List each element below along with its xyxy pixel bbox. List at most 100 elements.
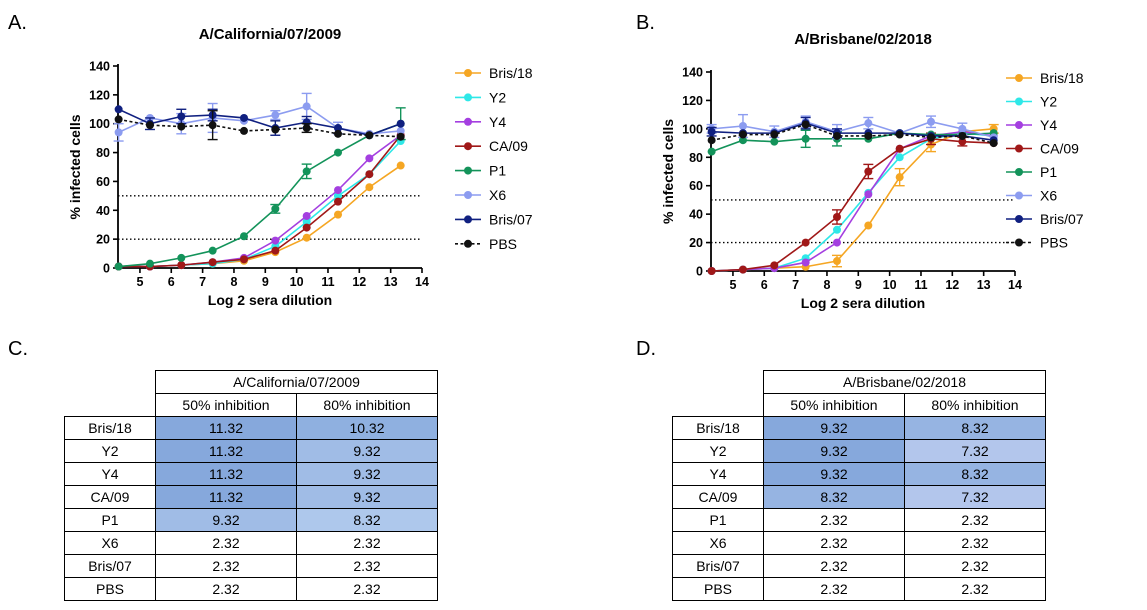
- x-tick-label: 14: [415, 275, 429, 289]
- data-point: [927, 133, 936, 142]
- table-row: X6 2.32 2.32: [672, 531, 1046, 555]
- series-line: [118, 118, 401, 138]
- data-point: [895, 153, 904, 162]
- legend-swatch-marker: [464, 142, 472, 151]
- series-line: [711, 123, 994, 144]
- cell-80-inhibition: 10.32: [296, 416, 438, 440]
- table-row: PBS 2.32 2.32: [64, 577, 438, 601]
- row-label: Bris/07: [64, 554, 156, 578]
- legend-swatch-marker: [464, 117, 472, 126]
- series-line: [711, 132, 994, 272]
- data-point: [365, 170, 374, 179]
- data-point: [396, 126, 405, 135]
- table-row: Bris/07 2.32 2.32: [672, 554, 1046, 578]
- legend-swatch-marker: [1015, 238, 1023, 247]
- series-line: [118, 105, 401, 135]
- column-header-80: 80% inhibition: [904, 393, 1046, 417]
- data-point: [302, 167, 311, 176]
- data-point: [271, 111, 280, 120]
- y-tick-label: 80: [96, 146, 110, 160]
- x-tick-label: 11: [321, 275, 334, 289]
- legend-label: PBS: [1040, 235, 1068, 251]
- series-line: [118, 164, 402, 268]
- x-tick-label: 12: [352, 275, 366, 289]
- cell-80-inhibition: 2.32: [904, 554, 1046, 578]
- legend-swatch-marker: [1015, 191, 1023, 200]
- table-subheader-row: 50% inhibition 80% inhibition: [673, 393, 1046, 417]
- series-line: [118, 108, 401, 137]
- data-point: [738, 265, 747, 274]
- chart-title: A/Brisbane/02/2018: [794, 31, 932, 48]
- data-point: [832, 225, 841, 234]
- legend-label: Bris/07: [1040, 211, 1084, 227]
- series-line: [118, 122, 401, 268]
- legend-swatch-marker: [464, 69, 472, 77]
- legend-label: Y2: [1040, 94, 1057, 110]
- legend-swatch-marker: [1015, 215, 1023, 223]
- cell-80-inhibition: 2.32: [296, 577, 438, 601]
- table-row: Y2 9.32 7.32: [672, 439, 1046, 463]
- data-point: [334, 129, 343, 138]
- data-point: [114, 105, 123, 114]
- cell-50-inhibition: 2.32: [155, 531, 297, 555]
- cell-80-inhibition: 7.32: [904, 485, 1046, 509]
- legend-label: X6: [1040, 188, 1057, 204]
- cell-50-inhibition: 11.32: [155, 416, 297, 440]
- table-header-row: A/Brisbane/02/2018: [673, 370, 1046, 394]
- series-ca-09: [707, 132, 998, 275]
- data-point: [302, 223, 311, 232]
- x-tick-label: 14: [1008, 278, 1022, 292]
- series-line: [711, 132, 994, 153]
- data-point: [271, 204, 280, 213]
- x-tick-label: 9: [262, 275, 269, 289]
- row-label: CA/09: [64, 485, 156, 509]
- data-point: [801, 120, 810, 129]
- cell-50-inhibition: 2.32: [763, 577, 905, 601]
- data-point: [832, 131, 841, 140]
- panel-letter-d: D.: [636, 338, 656, 360]
- cell-50-inhibition: 2.32: [763, 531, 905, 555]
- data-point: [958, 124, 967, 133]
- data-point: [738, 130, 747, 139]
- y-tick-label: 60: [689, 179, 703, 193]
- x-tick-label: 10: [883, 278, 897, 292]
- data-point: [114, 115, 123, 124]
- data-point: [707, 147, 716, 156]
- data-point: [770, 137, 779, 146]
- table-row: CA/09 8.32 7.32: [672, 485, 1046, 509]
- data-point: [832, 257, 841, 266]
- row-label: X6: [672, 531, 764, 555]
- x-tick-label: 7: [792, 278, 799, 292]
- y-tick-label: 140: [682, 66, 703, 80]
- x-tick-label: 12: [945, 278, 959, 292]
- data-point: [334, 197, 343, 206]
- column-header-50: 50% inhibition: [155, 393, 297, 417]
- panel-letter-c: C.: [8, 338, 28, 360]
- x-tick-label: 7: [199, 275, 206, 289]
- legend-swatch-marker: [464, 239, 472, 248]
- data-point: [832, 212, 841, 221]
- series-line: [711, 120, 994, 139]
- y-tick-label: 140: [89, 60, 110, 74]
- series-pbs: [707, 120, 998, 148]
- legend-swatch-marker: [1015, 144, 1023, 153]
- legend-label: CA/09: [1040, 141, 1079, 157]
- data-point: [801, 238, 810, 247]
- row-label: P1: [672, 508, 764, 532]
- legend-label: P1: [489, 163, 506, 179]
- y-tick-label: 0: [696, 265, 703, 279]
- data-point: [396, 119, 405, 128]
- data-point: [239, 255, 248, 264]
- data-point: [832, 238, 841, 247]
- table-row: Y4 9.32 8.32: [672, 462, 1046, 486]
- cell-80-inhibition: 8.32: [296, 508, 438, 532]
- data-point: [208, 246, 217, 255]
- data-point: [302, 102, 311, 111]
- legend-label: X6: [489, 187, 506, 203]
- data-point: [365, 183, 374, 192]
- table-c-california: A/California/07/2009 50% inhibition 80% …: [64, 370, 438, 601]
- y-tick-label: 100: [682, 122, 703, 136]
- series-y4: [707, 127, 998, 275]
- x-tick-label: 5: [136, 275, 143, 289]
- data-point: [801, 258, 810, 267]
